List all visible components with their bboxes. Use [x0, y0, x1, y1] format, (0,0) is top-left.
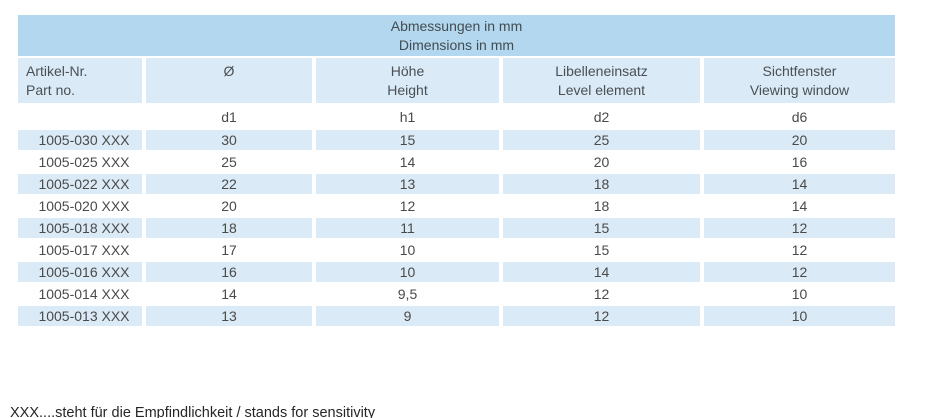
table-title-en: Dimensions in mm	[398, 36, 515, 53]
datasheet-page: Abmessungen in mm Dimensions in mm Artik…	[0, 13, 940, 418]
sub-header-d1: d1	[146, 105, 312, 128]
part-no-cell: 1005-014 XXX	[18, 284, 142, 304]
part-no-cell: 1005-030 XXX	[18, 130, 142, 150]
table-row: 1005-018 XXX 18 11 15 12	[18, 218, 895, 238]
d2-cell: 14	[503, 262, 700, 282]
table-row: 1005-014 XXX 14 9,5 12 10	[18, 284, 895, 304]
sub-header-d2: d2	[503, 105, 700, 128]
table-title: Abmessungen in mm Dimensions in mm	[18, 15, 895, 56]
h1-cell: 14	[316, 152, 499, 172]
d6-cell: 16	[704, 152, 895, 172]
part-no-cell: 1005-022 XXX	[18, 174, 142, 194]
col-header-level-element-de: Libelleneinsatz	[555, 63, 648, 79]
d2-cell: 18	[503, 196, 700, 216]
column-header-row: Artikel-Nr. Part no. Ø Höhe Height Libel…	[18, 58, 895, 103]
h1-cell: 10	[316, 262, 499, 282]
h1-cell: 13	[316, 174, 499, 194]
d6-cell: 12	[704, 240, 895, 260]
table-row: 1005-022 XXX 22 13 18 14	[18, 174, 895, 194]
d1-cell: 13	[146, 306, 312, 326]
d1-cell: 14	[146, 284, 312, 304]
d6-cell: 12	[704, 262, 895, 282]
d2-cell: 12	[503, 306, 700, 326]
d2-cell: 25	[503, 130, 700, 150]
table-row: 1005-020 XXX 20 12 18 14	[18, 196, 895, 216]
h1-cell: 10	[316, 240, 499, 260]
part-no-cell: 1005-016 XXX	[18, 262, 142, 282]
d6-cell: 14	[704, 196, 895, 216]
part-no-cell: 1005-025 XXX	[18, 152, 142, 172]
d1-cell: 17	[146, 240, 312, 260]
d2-cell: 15	[503, 218, 700, 238]
sub-header-empty	[18, 105, 142, 128]
h1-cell: 9,5	[316, 284, 499, 304]
part-no-cell: 1005-020 XXX	[18, 196, 142, 216]
col-header-diameter: Ø	[146, 58, 312, 103]
table-row: 1005-030 XXX 30 15 25 20	[18, 130, 895, 150]
d6-cell: 12	[704, 218, 895, 238]
d6-cell: 10	[704, 306, 895, 326]
sensitivity-footnote: XXX....steht für die Empfindlichkeit / s…	[10, 405, 376, 418]
d6-cell: 10	[704, 284, 895, 304]
d2-cell: 12	[503, 284, 700, 304]
col-header-height-en: Height	[387, 82, 428, 98]
table-title-de: Abmessungen in mm	[390, 17, 523, 34]
diameter-symbol: Ø	[223, 63, 235, 79]
h1-cell: 9	[316, 306, 499, 326]
col-header-part-no-en: Part no.	[26, 82, 76, 98]
part-no-cell: 1005-018 XXX	[18, 218, 142, 238]
h1-cell: 12	[316, 196, 499, 216]
col-header-part-no-de: Artikel-Nr.	[26, 63, 88, 79]
sub-header-row: d1 h1 d2 d6	[18, 105, 895, 128]
table-title-row: Abmessungen in mm Dimensions in mm	[18, 15, 895, 56]
table-row: 1005-013 XXX 13 9 12 10	[18, 306, 895, 326]
sub-header-h1: h1	[316, 105, 499, 128]
d2-cell: 20	[503, 152, 700, 172]
d1-cell: 30	[146, 130, 312, 150]
part-no-cell: 1005-013 XXX	[18, 306, 142, 326]
sub-header-d6: d6	[704, 105, 895, 128]
d6-cell: 14	[704, 174, 895, 194]
d1-cell: 22	[146, 174, 312, 194]
dimensions-table: Abmessungen in mm Dimensions in mm Artik…	[14, 13, 899, 328]
d1-cell: 18	[146, 218, 312, 238]
d1-cell: 20	[146, 196, 312, 216]
col-header-height-de: Höhe	[390, 63, 425, 79]
col-header-viewing-window: Sichtfenster Viewing window	[704, 58, 895, 103]
d1-cell: 16	[146, 262, 312, 282]
d2-cell: 15	[503, 240, 700, 260]
d2-cell: 18	[503, 174, 700, 194]
col-header-viewing-window-en: Viewing window	[749, 82, 850, 98]
col-header-viewing-window-de: Sichtfenster	[762, 63, 837, 79]
h1-cell: 11	[316, 218, 499, 238]
part-no-cell: 1005-017 XXX	[18, 240, 142, 260]
col-header-part-no: Artikel-Nr. Part no.	[18, 58, 142, 103]
d6-cell: 20	[704, 130, 895, 150]
col-header-level-element-en: Level element	[557, 82, 646, 98]
table-row: 1005-025 XXX 25 14 20 16	[18, 152, 895, 172]
col-header-height: Höhe Height	[316, 58, 499, 103]
d1-cell: 25	[146, 152, 312, 172]
table-row: 1005-016 XXX 16 10 14 12	[18, 262, 895, 282]
h1-cell: 15	[316, 130, 499, 150]
table-row: 1005-017 XXX 17 10 15 12	[18, 240, 895, 260]
col-header-level-element: Libelleneinsatz Level element	[503, 58, 700, 103]
